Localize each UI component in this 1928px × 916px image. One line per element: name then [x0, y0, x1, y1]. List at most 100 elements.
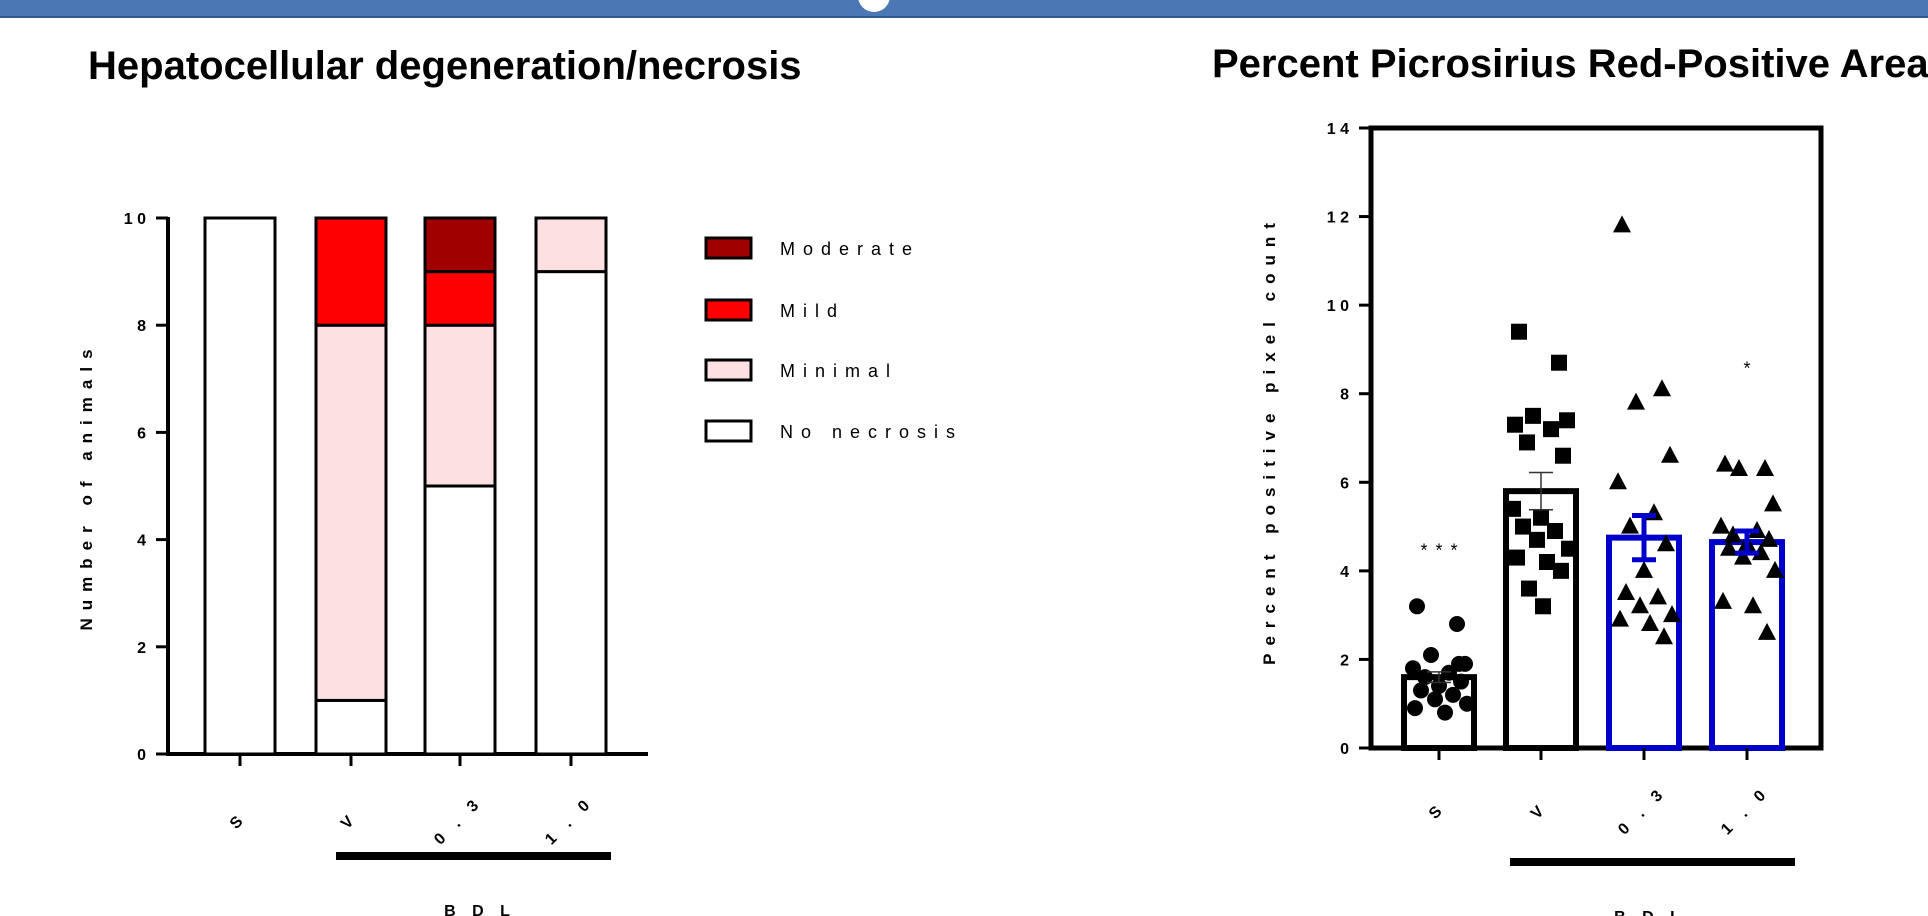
left-bar-segment [423, 270, 497, 327]
right-chart-title: Percent Picrosirius Red-Positive Area [1212, 42, 1928, 86]
legend-swatch [704, 358, 753, 382]
right-significance-label: *** [1420, 540, 1465, 560]
right-plot-frame [1368, 125, 1824, 751]
legend-swatch [704, 236, 753, 260]
right-data-point [1547, 523, 1563, 539]
right-data-point [1764, 494, 1782, 512]
right-data-point [1766, 560, 1784, 578]
right-data-point [1712, 516, 1730, 534]
right-data-point [1427, 691, 1443, 708]
left-bar-segment [314, 698, 388, 756]
right-y-tick-label: 1 4 [1327, 121, 1349, 138]
header-glyph [858, 0, 890, 12]
left-x-tick-label: 0 . 3 [431, 793, 486, 848]
right-data-point [1724, 525, 1742, 543]
right-data-point [1423, 647, 1439, 663]
right-data-point [1631, 596, 1649, 614]
right-data-point [1525, 407, 1541, 424]
right-data-point [1519, 434, 1535, 451]
legend-label: No necrosis [780, 422, 963, 442]
right-y-tick-label: 6 [1340, 475, 1349, 492]
right-data-point [1661, 445, 1679, 463]
right-data-point [1756, 459, 1774, 476]
right-data-point [1505, 500, 1521, 517]
right-data-point [1611, 609, 1629, 627]
right-data-point [1533, 509, 1549, 526]
legend-swatch [704, 419, 753, 443]
right-data-point [1663, 605, 1681, 623]
right-y-tick-label: 0 [1340, 741, 1349, 758]
right-data-point [1529, 531, 1545, 548]
legend-label: Mild [780, 301, 845, 321]
right-data-point [1730, 459, 1748, 476]
right-y-tick-label: 4 [1340, 564, 1349, 581]
right-data-point [1655, 627, 1673, 645]
right-data-point [1635, 560, 1653, 578]
left-x-tick-label: V [338, 809, 362, 833]
left-y-tick-label: 8 [137, 318, 146, 335]
right-data-point [1657, 534, 1675, 552]
right-data-point [1459, 695, 1475, 712]
left-x-tick-label: S [227, 809, 251, 833]
left-bar-segment [423, 216, 497, 274]
right-data-point [1621, 516, 1639, 534]
right-data-point [1559, 412, 1575, 429]
right-data-point [1445, 686, 1461, 703]
left-bar-segment [534, 216, 608, 274]
right-data-point [1453, 673, 1469, 690]
left-y-axis-label: Number of animals [77, 341, 96, 630]
right-data-point [1409, 598, 1425, 615]
right-significance-label: * [1743, 359, 1758, 379]
left-group-label: B D L [444, 903, 516, 916]
header-bar [0, 0, 1928, 18]
right-x-tick-label: S [1426, 799, 1450, 823]
right-x-tick-label: 1 . 0 [1718, 783, 1773, 838]
right-x-tick-label: 0 . 3 [1615, 783, 1670, 838]
right-data-point [1551, 354, 1567, 371]
right-data-point [1405, 660, 1421, 677]
right-data-point [1437, 704, 1453, 721]
left-y-tick-label: 6 [137, 425, 146, 442]
right-group-label: B D L [1614, 909, 1686, 916]
right-y-tick-label: 8 [1340, 387, 1349, 404]
right-data-point [1407, 700, 1423, 717]
legend-swatch [704, 298, 753, 322]
right-data-point [1613, 215, 1631, 233]
left-bar-segment [423, 484, 497, 756]
right-data-point [1451, 655, 1467, 672]
left-bar-segment [203, 216, 277, 756]
right-data-point [1649, 587, 1667, 605]
right-data-point [1653, 379, 1671, 397]
right-data-point [1752, 543, 1770, 561]
right-data-point [1509, 549, 1525, 566]
left-y-tick-label: 0 [137, 747, 146, 764]
right-data-point [1744, 596, 1762, 614]
right-data-point [1714, 591, 1732, 609]
right-data-point [1734, 547, 1752, 565]
right-data-point [1511, 323, 1527, 340]
legend-label: Minimal [780, 361, 898, 381]
left-bar-segment [423, 323, 497, 488]
right-data-point [1561, 540, 1577, 557]
right-y-tick-label: 1 2 [1327, 210, 1349, 227]
left-y-tick-label: 4 [137, 533, 146, 550]
legend-label: Moderate [780, 239, 920, 259]
right-data-point [1758, 622, 1776, 640]
right-data-point [1716, 454, 1734, 472]
right-data-point [1417, 669, 1433, 686]
right-data-point [1627, 392, 1645, 410]
left-y-tick-label: 1 0 [124, 211, 146, 228]
right-data-point [1515, 518, 1531, 535]
right-y-axis-label: Percent positive pixel count [1260, 215, 1279, 665]
right-data-point [1553, 562, 1569, 579]
right-data-point [1539, 554, 1555, 570]
right-x-tick-label: V [1528, 799, 1552, 823]
right-data-point [1720, 538, 1738, 556]
right-y-tick-label: 1 0 [1327, 298, 1349, 315]
left-chart-title: Hepatocellular degeneration/necrosis [88, 44, 802, 88]
right-data-point [1507, 416, 1523, 433]
left-x-tick-label: 1 . 0 [542, 793, 597, 848]
right-data-point [1641, 614, 1659, 631]
right-data-point [1449, 616, 1465, 632]
